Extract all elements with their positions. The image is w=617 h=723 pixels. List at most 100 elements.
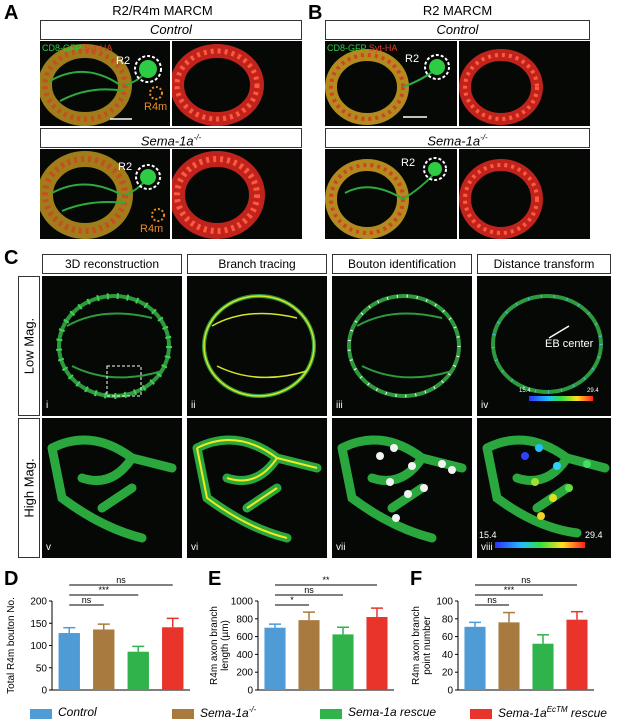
chart-e: 0 200 400 600 800 1000 R4m axon branch length (…: [209, 575, 394, 697]
y-tick-label: 150: [30, 619, 47, 630]
panel-a-control-merge-drawing: [40, 44, 163, 126]
row-label-high-mag: High Mag.: [18, 418, 40, 558]
y-tick-label: 20: [442, 668, 454, 679]
panel-c-letter: C: [4, 247, 19, 269]
bar: [93, 629, 115, 690]
legend-swatch: [470, 709, 492, 719]
y-tick-label: 1000: [231, 597, 254, 608]
chart-f: 0 20 40 60 80 100 R4m axon branch point number n…: [411, 575, 594, 697]
panel-id-vii: vii: [336, 542, 346, 553]
low-mag-tracing-drawing: [202, 294, 316, 398]
y-tick-label: 200: [236, 668, 253, 679]
low-mag-tracing-image: ii: [187, 276, 327, 416]
bar: [366, 617, 388, 690]
col-header-distance-transform: Distance transform: [477, 254, 611, 274]
bar: [58, 633, 80, 690]
panel-a-mutant-label: Sema-1a-/-: [40, 128, 302, 148]
y-tick-label: 40: [442, 650, 454, 661]
panel-a-mutant-r2-label: R2: [118, 161, 133, 173]
panel-id-iv: iv: [481, 400, 489, 411]
row-label-low-mag: Low Mag.: [18, 276, 40, 416]
panel-a-mutant-r4m-label: R4m: [140, 223, 164, 235]
panel-a-mutant-merge-image: R2 R4m: [40, 149, 170, 239]
panel-id-i: i: [46, 400, 49, 411]
panel-e-letter: E: [208, 568, 222, 590]
panel-f-letter: F: [410, 568, 423, 590]
y-axis-label: R4m axon branch: [209, 606, 220, 685]
legend-label: Control: [58, 705, 97, 719]
bar: [162, 627, 184, 690]
panel-a-title: R2/R4m MARCM: [112, 3, 213, 18]
panel-b-control-red-image: [459, 41, 590, 126]
high-mag-reconstruction-image: v: [42, 418, 182, 558]
high-mag-tracing-drawing: [192, 435, 322, 543]
panel-a-control-red-drawing: [172, 44, 264, 126]
col-header-reconstruction: 3D reconstruction: [42, 254, 182, 274]
bar: [264, 627, 286, 690]
significance-label: ns: [487, 595, 497, 605]
bar: [532, 643, 554, 690]
y-tick-label: 100: [30, 641, 47, 652]
significance-label: ***: [504, 585, 515, 595]
high-scale-min: 15.4: [479, 530, 497, 540]
panel-b-stain-label: CD8-GFP Syt-HA: [327, 43, 398, 53]
low-mag-distance-drawing: [491, 294, 603, 401]
panel-b-mutant-red-drawing: [459, 159, 543, 239]
high-mag-bouton-image: vii: [332, 418, 472, 558]
y-tick-label: 600: [236, 632, 253, 643]
significance-label: *: [290, 595, 294, 605]
y-tick-label: 80: [442, 614, 454, 625]
panel-a-mutant-red-image: [172, 149, 302, 239]
legend-label: Sema-1a rescue: [348, 705, 437, 719]
y-tick-label: 50: [36, 663, 48, 674]
high-mag-distance-image: viii 15.4 29.4: [477, 418, 611, 558]
y-tick-label: 200: [30, 597, 47, 608]
low-mag-bouton-drawing: [347, 294, 461, 398]
panel-id-iii: iii: [336, 400, 343, 411]
y-tick-label: 0: [447, 686, 453, 697]
significance-label: ***: [98, 585, 109, 595]
high-mag-reconstruction-drawing: [47, 435, 177, 543]
bar: [566, 619, 588, 690]
col-header-branch-tracing: Branch tracing: [187, 254, 327, 274]
high-mag-bouton-drawing: [337, 435, 467, 543]
low-mag-reconstruction-drawing: [56, 293, 172, 399]
high-mag-distance-drawing: [482, 435, 610, 548]
y-axis-label: R4m axon branch: [411, 606, 422, 685]
panel-b-control-merge-drawing: [325, 49, 450, 125]
low-scale-max: 29.4: [587, 388, 599, 394]
panel-a-mutant-red-drawing: [172, 151, 265, 239]
panel-id-v: v: [46, 542, 51, 553]
panel-a-stain-label: CD8-GFP Syt-HA: [42, 43, 113, 53]
panel-b-control-red-drawing: [459, 49, 543, 125]
panel-b-title: R2 MARCM: [422, 3, 493, 18]
panel-b-r2-label: R2: [405, 53, 420, 65]
panel-b-mutant-label: Sema-1a-/-: [325, 128, 590, 148]
high-scale-max: 29.4: [585, 530, 603, 540]
y-axis-label: Total R4m bouton No.: [6, 597, 17, 694]
high-mag-tracing-image: vi: [187, 418, 327, 558]
y-tick-label: 60: [442, 632, 454, 643]
y-tick-label: 800: [236, 614, 253, 625]
bar: [298, 620, 320, 690]
panel-a-r4m-label: R4m: [144, 101, 168, 113]
bar: [498, 622, 520, 690]
eb-center-label: EB center: [545, 338, 594, 350]
significance-label: ns: [116, 575, 126, 585]
panel-a-mutant-merge-drawing: [40, 151, 165, 239]
y-tick-label: 400: [236, 650, 253, 661]
y-axis-label: length (µm): [220, 620, 231, 671]
bar: [332, 634, 354, 690]
y-tick-label: 0: [247, 686, 253, 697]
y-axis-label: point number: [422, 616, 433, 675]
panel-a-control-merge-image: CD8-GFP Syt-HA R2 R4m: [40, 41, 170, 126]
panel-b-control-label: Control: [325, 20, 590, 40]
panel-id-viii: viii: [481, 542, 493, 553]
panel-b-letter: B: [308, 2, 323, 24]
bar: [127, 651, 149, 690]
legend-swatch: [30, 709, 52, 719]
panel-d-letter: D: [4, 568, 19, 590]
legend-label: Sema-1aEcTM rescue: [498, 705, 607, 720]
panel-b-mutant-r2-label: R2: [401, 157, 416, 169]
